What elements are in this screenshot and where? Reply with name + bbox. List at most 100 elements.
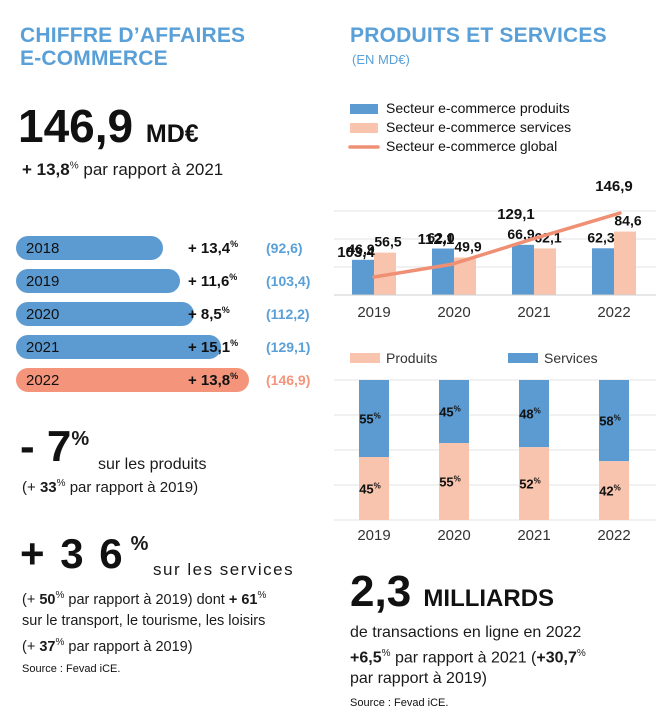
year-label: 2021 — [26, 339, 60, 356]
year-label: 2020 — [26, 306, 60, 323]
year-label: 2019 — [26, 273, 60, 290]
products-sub-c: par rapport à 2019) — [65, 479, 199, 496]
left-title: CHIFFRE D’AFFAIRES E-COMMERCE — [20, 24, 245, 70]
turnover-growth: + 13,8% par rapport à 2021 — [22, 160, 223, 180]
label-products-2022: 62,3 — [587, 229, 614, 245]
right-source: Source : Fevad iCE. — [350, 697, 449, 709]
year-growth-pct: + 11,6% — [188, 272, 238, 290]
products-big-sup: % — [71, 427, 90, 450]
year-bar-2022: 2022 — [16, 368, 249, 392]
legend-label-global: Secteur e-commerce global — [386, 138, 557, 154]
left-source: Source : Fevad iCE. — [22, 663, 121, 675]
services-l2-c: par rapport à 2019) dont — [64, 591, 229, 608]
year-growth-sup: % — [221, 305, 230, 315]
bar-products-2021 — [512, 244, 534, 295]
bar-services-2022 — [614, 231, 636, 295]
turnover-growth-sup: % — [69, 160, 79, 172]
services-details: (+ 50% par rapport à 2019) dont + 61% su… — [22, 585, 266, 658]
legend-swatch-produits — [350, 353, 380, 363]
turnover-growth-text: par rapport à 2021 — [78, 160, 224, 179]
year-value: (129,1) — [266, 339, 311, 355]
legend-swatch-services — [350, 123, 378, 133]
tick-label-2019: 2019 — [357, 527, 390, 544]
services-l2-b: 50 — [39, 591, 56, 608]
turnover-growth-pct: + 13,8 — [22, 160, 70, 179]
label-services-2022: 84,6 — [614, 213, 641, 229]
year-growth-pct: + 15,1% — [188, 338, 239, 356]
services-line2: (+ 50% par rapport à 2019) dont + 61% — [22, 585, 266, 611]
transactions-details: de transactions en ligne en 2022 +6,5% p… — [350, 622, 586, 689]
legend-label-products: Secteur e-commerce produits — [386, 100, 570, 116]
services-big: + 3 6 — [20, 530, 125, 577]
series-line-global — [372, 211, 622, 279]
services-l4-a: (+ — [22, 638, 40, 655]
year-growth-pct: + 13,4% — [188, 239, 239, 257]
transactions-total: 2,3 MILLIARDS — [350, 568, 554, 623]
transactions-l2-a: +6,5 — [350, 649, 382, 667]
label-global-2020: 112,1 — [418, 231, 455, 248]
tick-label-2021: 2021 — [517, 527, 550, 544]
transactions-l2-c: +30,7 — [536, 649, 577, 667]
stack-produits-2020 — [439, 443, 469, 520]
label-services-2019: 56,5 — [374, 234, 401, 250]
bar-services-2021 — [534, 248, 556, 295]
transactions-l2-sup: % — [381, 648, 391, 659]
label-global-2019: 103,4 — [337, 244, 375, 261]
year-bar-2018: 2018 — [16, 236, 163, 260]
products-sub: (+ 33% par rapport à 2019) — [22, 478, 198, 496]
right-subtitle: (EN MD€) — [352, 52, 410, 67]
transactions-l2-sup2: % — [576, 648, 586, 659]
label-services-2020: 49,9 — [454, 239, 481, 255]
bar-services-2020 — [454, 257, 476, 295]
year-label: 2022 — [26, 372, 60, 389]
year-growth-pct: + 8,5% — [188, 305, 230, 323]
turnover-total: 146,9 MD€ — [18, 100, 199, 160]
legend-swatch-services — [508, 353, 538, 363]
year-value: (112,2) — [266, 306, 310, 322]
bar-products-2020 — [432, 248, 454, 295]
stack-produits-2022 — [599, 461, 629, 520]
services-l2-sup2: % — [257, 590, 267, 601]
year-value: (103,4) — [266, 273, 311, 289]
tick-label-2020: 2020 — [437, 527, 470, 544]
transactions-unit: MILLIARDS — [423, 585, 555, 612]
year-growth-sup: % — [229, 272, 238, 282]
year-bar-2019: 2019 — [16, 269, 180, 293]
products-big: - 7 — [20, 422, 72, 471]
transactions-line1: de transactions en ligne en 2022 — [350, 624, 582, 641]
services-l4-b: 37 — [39, 638, 56, 655]
products-sub-b: 33 — [39, 479, 57, 496]
bar-products-2022 — [592, 248, 614, 295]
legend-label-produits: Produits — [386, 350, 437, 366]
stack-services-2021 — [519, 380, 549, 448]
label-products-2020: 62,0 — [427, 230, 454, 246]
services-l2-a: (+ — [22, 591, 40, 608]
turnover-unit: MD€ — [145, 120, 199, 148]
stack-produits-2019 — [359, 457, 389, 520]
year-bar-2021: 2021 — [16, 335, 221, 359]
year-growth-sup: % — [230, 371, 239, 381]
stack-services-2022 — [599, 380, 629, 462]
services-stat: + 3 6% sur les services — [20, 530, 293, 579]
tick-label-2022: 2022 — [597, 527, 630, 544]
services-l2-sup: % — [55, 590, 65, 601]
services-l2-d: + 61 — [228, 591, 258, 608]
products-sub-sup: % — [56, 478, 66, 489]
services-line3: sur le transport, le tourisme, les loisi… — [22, 612, 266, 629]
services-l4-c: par rapport à 2019) — [64, 638, 193, 655]
products-sub-a: (+ — [22, 479, 40, 496]
right-title: PRODUITS ET SERVICES — [350, 24, 607, 47]
services-line4: (+ 37% par rapport à 2019) — [22, 632, 266, 658]
label-products-2021: 66,9 — [507, 226, 534, 242]
stack-services-2020 — [439, 380, 469, 443]
transactions-line2: +6,5% par rapport à 2021 (+30,7% — [350, 643, 586, 668]
year-label: 2018 — [26, 240, 60, 257]
share-stacked-chart: Produits Services55%45%201945%55%202048%5… — [334, 350, 656, 544]
stack-services-2019 — [359, 380, 389, 457]
products-services-chart: Secteur e-commerce produits Secteur e-com… — [334, 100, 656, 321]
label-global-2021: 129,1 — [497, 206, 535, 223]
bar-products-2019 — [352, 259, 374, 295]
services-big-sup: % — [130, 532, 149, 555]
stack-produits-2021 — [519, 447, 549, 520]
products-text: sur les produits — [98, 456, 207, 473]
